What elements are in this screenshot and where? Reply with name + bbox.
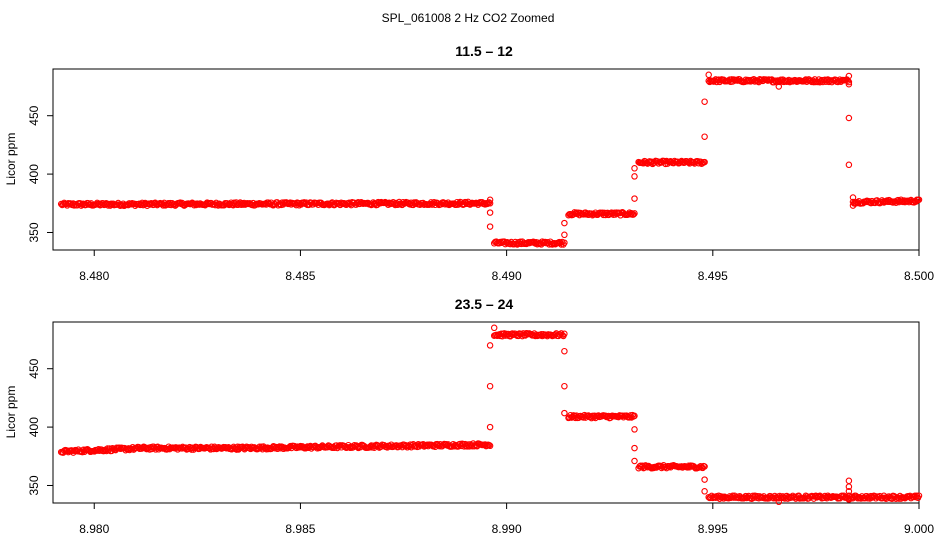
data-point (631, 195, 638, 202)
data-point (486, 200, 494, 207)
chart-title: 11.5 – 12 (455, 43, 513, 59)
y-tick-label: 350 (27, 475, 41, 495)
data-point (701, 488, 708, 495)
data-point (845, 477, 853, 485)
y-tick-label: 400 (27, 417, 41, 437)
data-point (486, 342, 494, 349)
data-point (486, 442, 494, 450)
data-point (631, 426, 638, 433)
data-point (849, 202, 857, 209)
data-point (509, 330, 516, 337)
plot-frame (52, 321, 920, 504)
data-point (845, 80, 853, 88)
y-axis: 350 400 450 (27, 105, 53, 242)
data-point (845, 78, 853, 86)
chart-panel-top: 11.5 – 12 Licor ppm 8.480 8.485 8.490 8.495… (4, 43, 934, 283)
data-point (631, 457, 638, 465)
data-point (701, 133, 708, 140)
data-point (631, 412, 638, 420)
data-point (844, 77, 852, 84)
data-point (484, 200, 492, 207)
data-point (845, 483, 853, 490)
y-axis-label: Licor ppm (4, 386, 18, 439)
data-series (57, 71, 923, 248)
x-tick-label: 8.980 (79, 522, 109, 536)
x-tick-label: 8.485 (285, 269, 315, 283)
data-point (631, 173, 638, 180)
data-point (845, 72, 853, 80)
y-tick-label: 400 (27, 164, 41, 184)
chart-panel-bottom: 23.5 – 24 Licor ppm 8.980 8.985 8.990 8.995… (4, 296, 934, 536)
data-point (630, 211, 637, 218)
y-tick-label: 450 (27, 105, 41, 125)
data-point (705, 71, 712, 79)
x-axis: 8.980 8.985 8.990 8.995 9.000 (79, 502, 934, 536)
x-tick-label: 8.990 (492, 522, 522, 536)
data-point (561, 382, 568, 390)
data-point (486, 209, 494, 216)
y-tick-label: 350 (27, 222, 41, 242)
data-point (701, 98, 708, 105)
plot-frame (52, 68, 920, 251)
data-point (915, 196, 923, 203)
data-series (57, 324, 923, 506)
x-tick-label: 8.490 (492, 269, 522, 283)
x-axis: 8.480 8.485 8.490 8.495 8.500 (79, 249, 934, 283)
x-tick-label: 8.495 (698, 269, 728, 283)
data-point (486, 382, 494, 390)
data-point (561, 239, 568, 246)
data-point (631, 210, 638, 217)
x-tick-label: 8.500 (904, 269, 934, 283)
data-point (141, 443, 148, 451)
data-point (561, 231, 568, 239)
data-point (265, 445, 272, 453)
data-point (701, 476, 708, 483)
x-tick-label: 8.985 (285, 522, 315, 536)
y-axis: 350 400 450 (27, 358, 53, 495)
data-point (561, 219, 568, 227)
data-point (775, 498, 783, 506)
y-tick-label: 450 (27, 358, 41, 378)
data-point (775, 83, 783, 90)
data-point (631, 444, 638, 452)
data-point (486, 223, 494, 230)
x-tick-label: 8.995 (698, 522, 728, 536)
data-point (845, 161, 853, 169)
y-axis-label: Licor ppm (4, 133, 18, 186)
data-point (845, 114, 853, 122)
data-point (701, 158, 708, 166)
data-point (845, 496, 853, 503)
data-point (631, 165, 638, 172)
chart-title: 23.5 – 24 (455, 296, 514, 312)
figure-suptitle: SPL_061008 2 Hz CO2 Zoomed (382, 11, 555, 25)
data-point (701, 463, 708, 470)
data-point (561, 330, 568, 338)
data-point (561, 347, 568, 355)
data-point (849, 194, 857, 201)
data-point (486, 423, 494, 431)
data-point (490, 324, 498, 332)
data-point (915, 492, 923, 499)
x-tick-label: 8.480 (79, 269, 109, 283)
data-point (486, 196, 494, 204)
data-point (561, 409, 568, 417)
data-point (845, 488, 853, 495)
x-tick-label: 9.000 (904, 522, 934, 536)
